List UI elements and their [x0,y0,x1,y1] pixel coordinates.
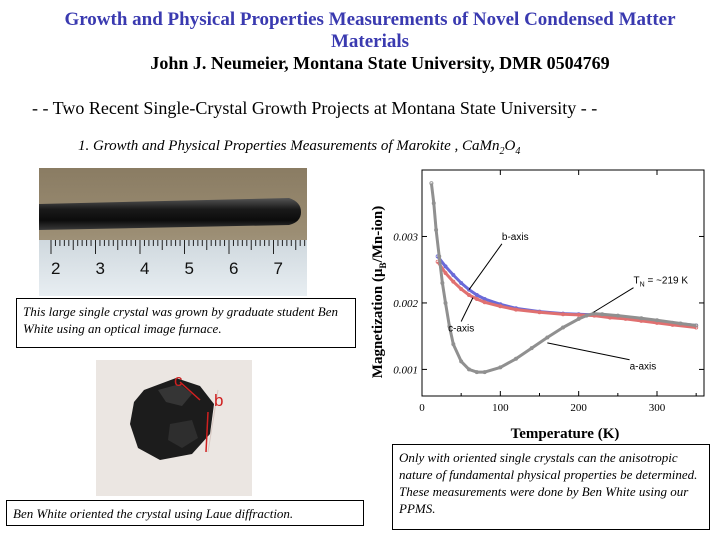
data-point-a-axis [529,346,534,351]
formula-subscript-2: 2 [499,146,505,157]
data-point-a-axis [654,318,659,323]
data-point-c-axis [459,286,464,291]
data-point-a-axis [431,201,436,206]
data-point-a-axis [467,367,472,372]
data-point-a-axis [639,316,644,321]
annotation-arrow [468,243,503,290]
x-tick-label: 0 [419,402,425,414]
series-line-c-axis [436,260,697,329]
data-point-b-axis [451,273,456,278]
data-point-b-axis [459,281,464,286]
data-point-c-axis [443,271,448,276]
oriented-crystal-photo: c b [96,360,252,496]
author-line: John J. Neumeier, Montana State Universi… [150,53,610,73]
series-line-a-axis [429,183,697,374]
x-tick-label: 200 [570,402,587,414]
ylabel-mu: μ [370,268,386,277]
data-point-a-axis [560,325,565,330]
data-point-a-axis [434,227,439,232]
annotation-label: b-axis [502,232,529,243]
ruler-number: 4 [140,259,149,278]
y-tick-label: 0.001 [393,364,418,376]
ruler-number: 2 [51,259,60,278]
data-point-c-axis [560,312,565,317]
data-point-c-axis [474,296,479,301]
x-tick-label: 100 [492,402,509,414]
data-point-a-axis [459,359,464,364]
data-point-a-axis [513,356,518,361]
data-point-a-axis [545,335,550,340]
data-point-c-axis [576,312,581,317]
data-point-c-axis [694,325,699,330]
data-point-a-axis [615,313,620,318]
data-point-b-axis [443,264,448,269]
annotation-label: TN = ~219 K [634,276,689,289]
crystal-growth-caption: This large single crystal was grown by g… [16,298,356,348]
data-point-c-axis [537,310,542,315]
data-point-a-axis [576,316,581,321]
ruler-number: 7 [274,259,283,278]
data-point-c-axis [451,279,456,284]
crystal-rod-photo: 2 3 4 5 6 7 [39,168,307,296]
laue-caption: Ben White oriented the crystal using Lau… [6,500,364,526]
data-point-a-axis [482,370,487,375]
ppms-caption: Only with oriented single crystals can t… [392,444,710,530]
data-point-c-axis [467,292,472,297]
section-subtitle: - - Two Recent Single-Crystal Growth Pro… [32,98,598,118]
ruler-number: 6 [229,259,238,278]
formula-oxygen: O [504,138,516,154]
ruler-number: 3 [96,259,105,278]
annotation-label: c-axis [448,324,474,335]
data-point-a-axis [600,312,605,317]
data-point-a-axis [447,324,452,329]
crystal-axis-label-b: b [214,391,223,410]
x-tick-label: 300 [649,402,666,414]
y-tick-label: 0.002 [393,298,418,310]
data-point-a-axis [474,370,479,375]
data-point-a-axis [678,321,683,326]
data-point-b-axis [474,292,479,297]
ylabel-sub-b: B [378,262,388,268]
data-point-b-axis [467,287,472,292]
crystal-rod [39,198,301,230]
ruler [39,240,307,296]
magnetization-chart: Magnetization (μB/Mn-ion) Temperature (K… [370,169,705,442]
project-heading: 1. Growth and Physical Properties Measur… [78,138,520,157]
chart-ylabel: Magnetization (μB/Mn-ion) [370,206,388,378]
chart-xlabel: Temperature (K) [511,426,620,442]
plot-frame [421,169,705,397]
ruler-number: 5 [185,259,194,278]
data-point-a-axis [498,365,503,370]
y-tick-label: 0.003 [393,231,418,243]
annotation-arrow [593,287,634,313]
project-heading-text: 1. Growth and Physical Properties Measur… [78,138,500,154]
data-point-a-axis [443,300,448,305]
crystal-axis-label-c: c [174,371,183,390]
ylabel-part-2: /Mn-ion) [370,206,386,264]
data-point-a-axis [584,313,589,318]
data-point-a-axis [429,181,434,186]
data-point-c-axis [513,307,518,312]
data-point-a-axis [451,342,456,347]
data-point-a-axis [440,281,445,286]
data-point-a-axis [437,254,442,259]
annotation-label: a-axis [630,362,657,373]
page-title: Growth and Physical Properties Measureme… [64,9,676,52]
data-point-c-axis [482,300,487,305]
data-point-c-axis [498,304,503,309]
svg-text:Magnetization (μB/Mn-ion): Magnetization (μB/Mn-ion) [370,206,388,378]
ylabel-part-1: Magnetization ( [370,277,386,378]
data-point-a-axis [694,323,699,328]
annotation-arrow [547,342,630,361]
formula-subscript-4: 4 [515,146,521,157]
annotation-arrow [460,297,474,322]
